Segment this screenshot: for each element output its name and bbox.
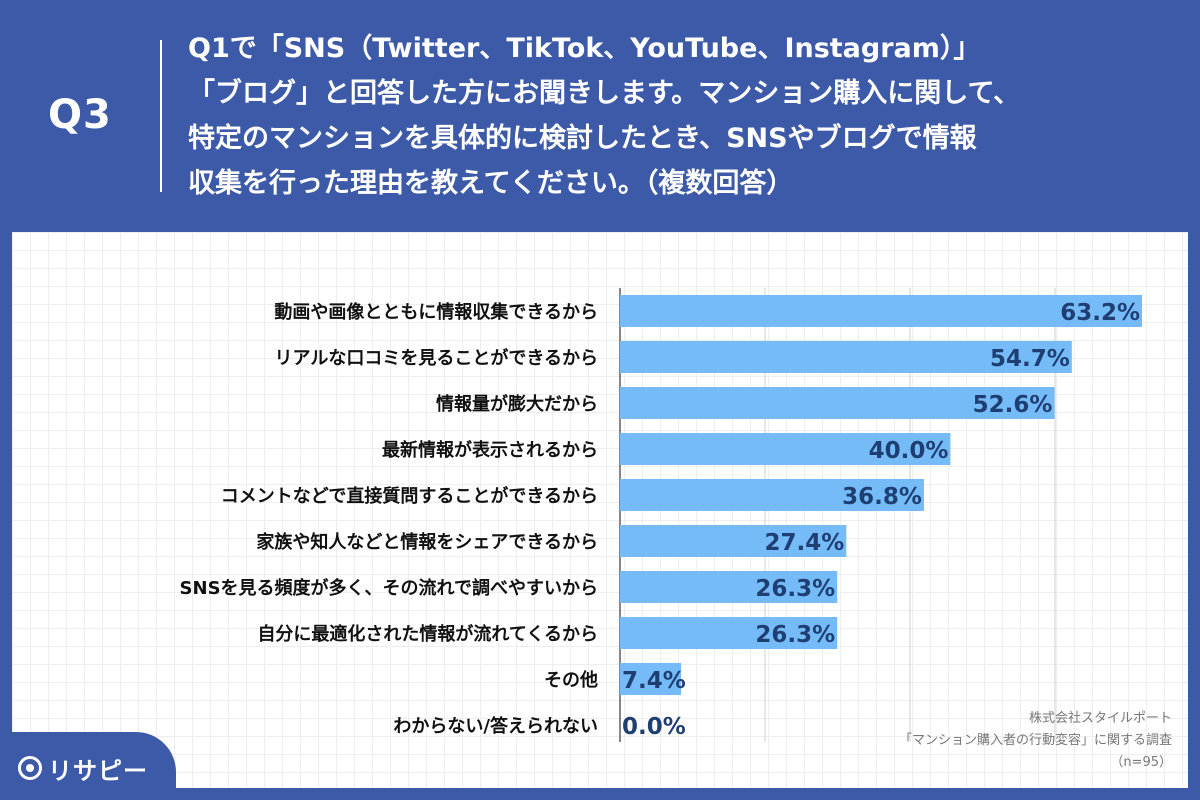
bar xyxy=(620,479,924,511)
source-note: 株式会社スタイルポート 「マンション購入者の行動変容」に関する調査 （n=95） xyxy=(899,708,1172,774)
data-label: 0.0% xyxy=(622,714,686,740)
data-label: 27.4% xyxy=(765,530,845,556)
brand-logo: リサピー xyxy=(18,748,148,788)
data-label: 26.3% xyxy=(755,622,835,648)
category-label: 自分に最適化された情報が流れてくるから xyxy=(257,623,598,645)
magnifier-logo-icon xyxy=(18,756,42,780)
chart-panel: 動画や画像とともに情報収集できるから 63.2% リアルな口コミを見ることができるか… xyxy=(12,232,1188,788)
data-label: 7.4% xyxy=(622,668,686,694)
category-label: 最新情報が表示されるから xyxy=(382,439,598,461)
data-label: 26.3% xyxy=(755,576,835,602)
data-label: 52.6% xyxy=(973,392,1053,418)
bar xyxy=(620,617,838,649)
data-label: 63.2% xyxy=(1060,300,1140,326)
category-label: 家族や知人などと情報をシェアできるから xyxy=(256,531,598,553)
question-header: Q3 Q1で「SNS（Twitter、TikTok、YouTube、Instag… xyxy=(0,0,1200,232)
bar xyxy=(620,571,838,603)
category-label: 動画や画像とともに情報収集できるから xyxy=(274,301,598,323)
source-sample-size: （n=95） xyxy=(1110,755,1172,770)
question-label: Q3 xyxy=(48,92,112,138)
bar xyxy=(620,433,951,465)
source-survey: 「マンション購入者の行動変容」に関する調査 xyxy=(898,733,1172,748)
brand-name: リサピー xyxy=(48,756,148,785)
bar xyxy=(620,295,1142,327)
category-label: SNSを見る頻度が多く、その流れで調べやすいから xyxy=(180,577,598,599)
bar xyxy=(620,341,1072,373)
bar xyxy=(620,525,847,557)
header-divider xyxy=(160,40,162,192)
category-label: その他 xyxy=(544,669,598,691)
bar xyxy=(620,387,1055,419)
data-label: 40.0% xyxy=(869,438,949,464)
question-text: Q1で「SNS（Twitter、TikTok、YouTube、Instagram… xyxy=(188,33,1021,199)
data-label: 36.8% xyxy=(842,484,922,510)
category-label: コメントなどで直接質問することができるから xyxy=(221,485,598,507)
bar-chart: 動画や画像とともに情報収集できるから 63.2% リアルな口コミを見ることができるか… xyxy=(180,288,1142,742)
bar xyxy=(620,663,682,695)
category-label: 情報量が膨大だから xyxy=(436,393,598,415)
source-company: 株式会社スタイルポート xyxy=(1028,711,1172,726)
data-label: 54.7% xyxy=(990,346,1070,372)
category-label: リアルな口コミを見ることができるから xyxy=(275,347,598,369)
category-label: わからない/答えられない xyxy=(393,715,598,737)
